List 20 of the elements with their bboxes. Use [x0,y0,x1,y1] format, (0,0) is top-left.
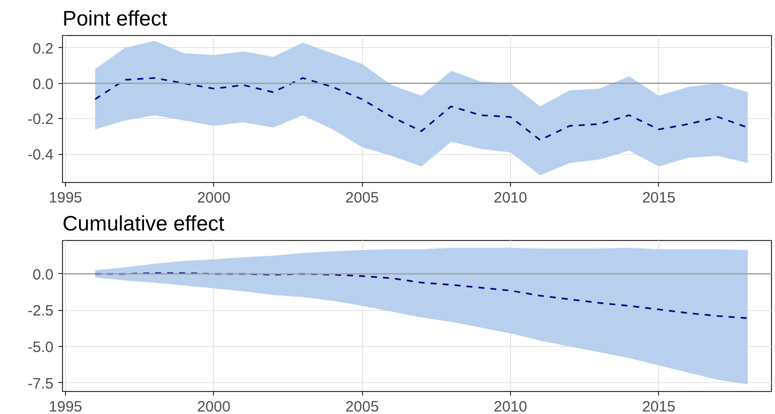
x-tick-label: 2005 [345,398,379,414]
y-tick-label: 0.0 [32,266,54,284]
y-tick-label: -0.4 [28,146,54,164]
chart-title: Cumulative effect [62,212,225,236]
x-tick-label: 2010 [494,190,528,206]
x-tick-label: 2015 [642,190,676,206]
y-tick-label: -0.2 [28,111,54,128]
y-tick-label: -5.0 [28,338,54,356]
x-tick-label: 1995 [48,398,82,414]
x-tick-label: 2000 [197,190,230,206]
y-tick-label: -2.5 [28,302,54,320]
x-tick-label: 2010 [494,398,528,414]
x-tick-label: 2015 [642,398,676,414]
y-tick-label: -7.5 [28,375,54,392]
x-tick-label: 1995 [48,190,82,206]
chart-title: Point effect [62,8,168,30]
y-tick-label: 0.2 [32,40,54,58]
x-tick-label: 2000 [197,398,230,414]
x-tick-label: 2005 [345,190,379,206]
y-tick-label: 0.0 [32,76,54,93]
